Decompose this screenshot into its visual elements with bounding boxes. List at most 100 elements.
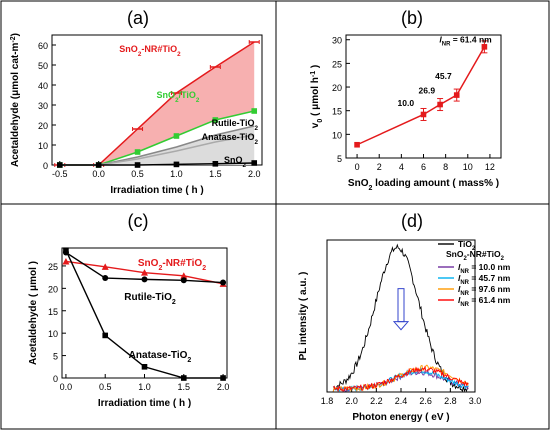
data-point	[354, 141, 360, 148]
plot-area	[326, 239, 476, 393]
x-tick-label: 0.0	[92, 169, 105, 179]
series-label: Anatase-TiO2	[129, 350, 192, 364]
x-tick-label: 8	[443, 162, 448, 172]
y-tick-label: 20	[48, 284, 58, 294]
panel-d-frame	[275, 203, 550, 430]
data-point	[134, 162, 141, 168]
legend-label: lNR = 97.6 nm	[458, 284, 511, 297]
data-point	[102, 275, 109, 282]
data-point	[251, 160, 258, 166]
data-point	[141, 276, 148, 283]
x-axis-label: Irradiation time ( h )	[98, 398, 191, 409]
x-axis-label: Photon energy ( eV )	[352, 412, 449, 423]
x-tick-label: 1.5	[209, 169, 222, 179]
data-point	[212, 161, 219, 167]
x-tick-label: 2.2	[370, 396, 383, 406]
data-point	[220, 279, 227, 286]
chart-d: 1.8 2.0 2.2 2.4 2.6 2.8 3.0 Photon energy ( eV …	[298, 239, 511, 423]
y-axis-label: Acetaldehyde (μmol cat-m-2)	[10, 33, 22, 167]
x-tick-label: 2.4	[395, 396, 408, 406]
series-label: Anatase-TiO2	[202, 132, 259, 146]
y-tick-label: 0	[43, 161, 48, 171]
data-point	[173, 133, 180, 139]
series-line	[356, 46, 486, 146]
y-tick-label: 0	[53, 374, 58, 384]
legend-label: lNR = 10.0 nm	[458, 262, 511, 275]
y-tick-label: 15	[332, 107, 342, 117]
panel-b-label: (b)	[401, 8, 423, 28]
series-label: SnO2-NR#TiO2	[138, 258, 206, 272]
panel-d-label: (d)	[401, 211, 423, 231]
data-point	[220, 375, 226, 381]
data-point	[56, 162, 63, 168]
panel-c-frame	[0, 203, 277, 430]
legend-label: TiO2	[458, 239, 476, 252]
series-line	[59, 162, 255, 166]
x-tick-label: 0.5	[131, 169, 144, 179]
panel-a-label: (a)	[127, 8, 149, 28]
spectrum-line	[332, 364, 469, 392]
series-label: SnO2-NR#TiO2	[119, 44, 181, 58]
x-tick-label: 1.0	[138, 382, 151, 392]
y-tick-label: 5	[337, 154, 342, 164]
y-tick-label: 30	[38, 101, 48, 111]
y-axis-label: v0 ( μmol h-1 )	[310, 65, 324, 128]
y-tick-label: 60	[38, 41, 48, 51]
y-tick-label: 25	[48, 262, 58, 272]
data-label: lNR = 61.4 nm	[439, 35, 492, 48]
y-tick-label: 25	[332, 59, 342, 69]
spectrum-line	[332, 243, 469, 393]
data-point	[62, 257, 70, 265]
x-tick-label: 1.8	[321, 396, 334, 406]
x-tick-label: 12	[485, 162, 495, 172]
y-tick-label: 40	[38, 81, 48, 91]
legend-label: lNR = 61.4 nm	[458, 295, 511, 308]
y-axis-label: PL intensity ( a.u. )	[298, 272, 309, 361]
spectrum-line	[332, 365, 469, 393]
x-tick-label: 1.0	[170, 169, 183, 179]
data-point	[251, 108, 258, 114]
data-point	[141, 363, 148, 370]
chart-a: -0.5 0.0 0.5 1.0 1.5 2.0 0 10 20 30 40 50 60 Irradiat…	[10, 33, 263, 196]
y-tick-label: 30	[332, 36, 342, 46]
data-point	[141, 269, 148, 276]
x-tick-label: 1.5	[178, 382, 191, 392]
series-label: Rutile-TiO2	[124, 292, 176, 306]
data-point	[180, 375, 187, 381]
x-axis-label: SnO2 loading amount ( mass% )	[348, 178, 499, 192]
x-axis-label: Irradiation time ( h )	[110, 185, 203, 196]
panel-c-label: (c)	[128, 211, 149, 231]
x-tick-label: 2.6	[419, 396, 432, 406]
data-point	[102, 332, 109, 339]
x-tick-label: 2.8	[444, 396, 457, 406]
data-point	[63, 247, 69, 254]
data-label: 26.9	[419, 86, 436, 96]
legend-label: lNR = 45.7 nm	[458, 273, 511, 286]
x-tick-label: 6	[421, 162, 426, 172]
data-point	[212, 117, 219, 123]
down-arrow-icon	[397, 288, 405, 323]
x-tick-label: 2.0	[248, 169, 261, 179]
y-tick-label: 20	[38, 121, 48, 131]
data-point	[134, 149, 141, 155]
y-tick-label: 10	[332, 130, 342, 140]
data-label: 45.7	[435, 71, 452, 81]
x-tick-label: 2.0	[217, 382, 230, 392]
series-label: Rutile-TiO2	[212, 118, 259, 132]
data-label: 10.0	[398, 98, 415, 108]
series-label: SnO2	[224, 155, 247, 169]
x-tick-label: 3.0	[469, 396, 482, 406]
series-label: SnO2/TiO2	[157, 90, 200, 104]
down-arrow-icon	[392, 321, 410, 331]
x-tick-label: -0.5	[52, 169, 68, 179]
data-point	[95, 162, 102, 168]
data-point	[101, 263, 109, 270]
y-tick-label: 50	[38, 61, 48, 71]
x-tick-label: 0.5	[99, 382, 112, 392]
x-tick-label: 4	[399, 162, 404, 172]
x-tick-label: 10	[463, 162, 473, 172]
x-tick-label: 0.0	[60, 382, 73, 392]
area-fill	[59, 42, 255, 165]
y-tick-label: 15	[48, 307, 58, 317]
